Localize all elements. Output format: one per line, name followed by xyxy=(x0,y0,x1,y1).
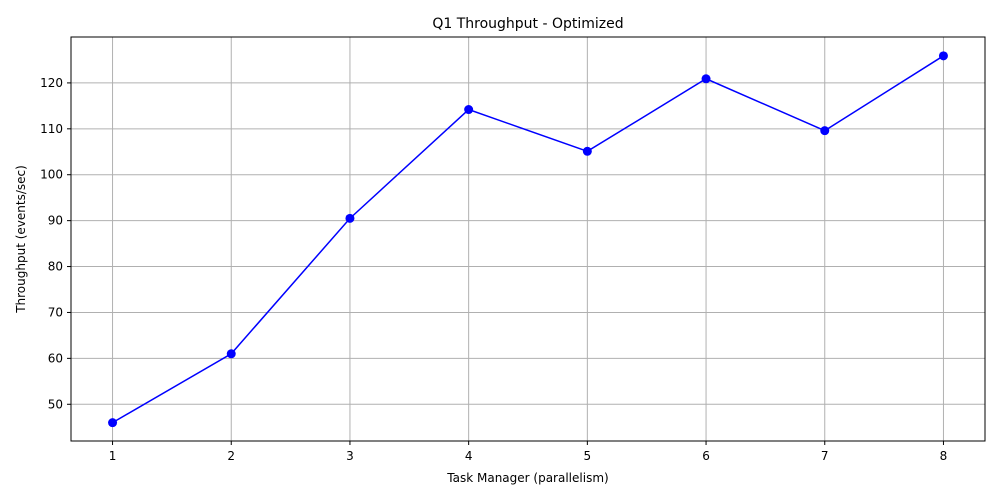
data-point-7 xyxy=(820,126,830,136)
axes-frame xyxy=(70,36,986,442)
y-tick-label: 110 xyxy=(40,122,63,136)
x-axis-label: Task Manager (parallelism) xyxy=(446,471,608,485)
x-tick-label: 3 xyxy=(346,449,354,463)
y-tick-label: 80 xyxy=(48,260,63,274)
x-tick-label: 2 xyxy=(227,449,235,463)
data-series xyxy=(108,51,948,428)
y-tick-label: 70 xyxy=(48,305,63,319)
tick-marks xyxy=(67,82,944,445)
data-point-4 xyxy=(464,105,474,115)
y-axis-label: Throughput (events/sec) xyxy=(14,165,28,314)
x-tick-labels: 1 2 3 4 5 6 7 8 xyxy=(109,449,948,463)
y-tick-labels: 50 60 70 80 90 100 110 120 xyxy=(40,76,63,411)
y-tick-label: 100 xyxy=(40,168,63,182)
x-tick-label: 6 xyxy=(702,449,710,463)
data-point-3 xyxy=(345,213,355,223)
x-tick-label: 7 xyxy=(821,449,829,463)
y-tick-label: 120 xyxy=(40,76,63,90)
x-tick-label: 1 xyxy=(109,449,117,463)
x-tick-label: 5 xyxy=(584,449,592,463)
data-point-8 xyxy=(938,51,948,61)
series-line xyxy=(112,55,944,424)
x-tick-label: 4 xyxy=(465,449,473,463)
grid-lines xyxy=(71,37,985,441)
y-tick-label: 90 xyxy=(48,214,63,228)
x-tick-label: 8 xyxy=(940,449,948,463)
data-point-5 xyxy=(582,146,592,156)
y-tick-label: 60 xyxy=(48,351,63,365)
data-point-1 xyxy=(108,418,118,428)
data-point-6 xyxy=(701,74,711,84)
y-tick-label: 50 xyxy=(48,397,63,411)
data-point-2 xyxy=(226,349,236,359)
chart-title: Q1 Throughput - Optimized xyxy=(432,16,623,32)
